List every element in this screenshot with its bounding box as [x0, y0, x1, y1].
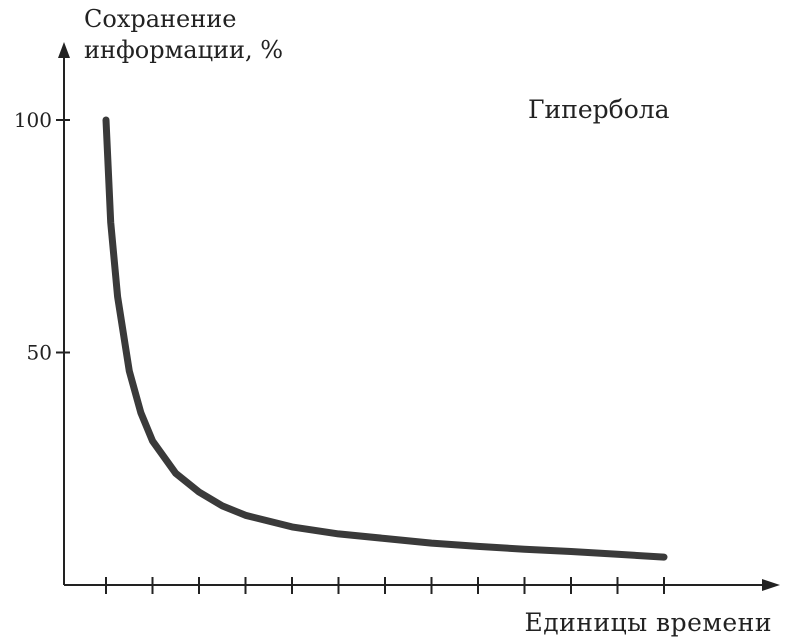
- y-axis-title-line1: Сохранение: [84, 5, 236, 33]
- x-ticks: [105, 577, 665, 594]
- y-ticks: 100 50: [14, 108, 70, 365]
- curve-annotation: Гипербола: [528, 95, 670, 124]
- y-tick-label-100: 100: [14, 108, 52, 132]
- y-axis-arrow: [58, 42, 70, 58]
- y-axis-title-line2: информации, %: [84, 36, 283, 64]
- hyperbola-curve: [102, 116, 668, 561]
- x-axis-arrow: [762, 579, 780, 591]
- y-axis-title: Сохранение информации, %: [84, 5, 283, 64]
- y-tick-label-50: 50: [27, 341, 52, 365]
- x-axis-title: Единицы времени: [525, 608, 773, 637]
